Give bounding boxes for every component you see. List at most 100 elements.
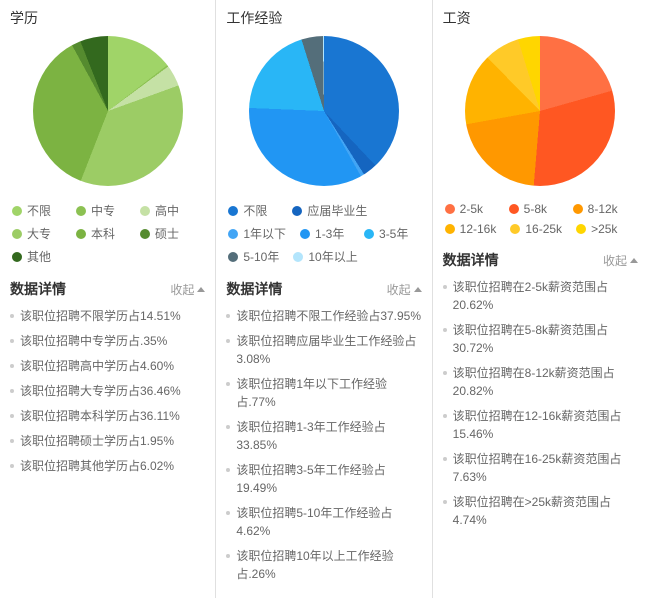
legend-label: 16-25k: [525, 222, 562, 236]
collapse-label: 收起: [170, 281, 194, 298]
legend-item[interactable]: 5-8k: [509, 202, 559, 216]
legend-label: 大专: [27, 225, 51, 242]
detail-list: 该职位招聘不限学历占14.51%该职位招聘中专学历占.35%该职位招聘高中学历占…: [10, 307, 205, 475]
detail-item: 该职位招聘硕士学历占1.95%: [10, 432, 205, 450]
details-header: 数据详情 收起: [226, 279, 421, 299]
dashboard-container: 学历不限中专高中大专本科硕士其他数据详情收起该职位招聘不限学历占14.51%该职…: [0, 0, 648, 598]
legend-swatch-icon: [576, 224, 586, 234]
panel-0: 学历不限中专高中大专本科硕士其他数据详情收起该职位招聘不限学历占14.51%该职…: [0, 0, 216, 598]
chart-wrap: [10, 36, 205, 186]
collapse-button[interactable]: 收起: [170, 281, 205, 298]
legend-swatch-icon: [300, 229, 310, 239]
legend-label: 1年以下: [243, 225, 286, 242]
legend-label: 其他: [27, 248, 51, 265]
pie-chart: [465, 36, 615, 186]
legend-label: 5-8k: [524, 202, 547, 216]
legend-swatch-icon: [293, 252, 303, 262]
legend-item[interactable]: 16-25k: [510, 222, 562, 236]
details-header: 数据详情 收起: [443, 250, 638, 270]
detail-item: 该职位招聘不限工作经验占37.95%: [226, 307, 421, 325]
detail-item: 该职位招聘本科学历占36.11%: [10, 407, 205, 425]
panel-2: 工资2-5k5-8k8-12k12-16k16-25k>25k数据详情收起该职位…: [433, 0, 648, 598]
legend-item[interactable]: 8-12k: [573, 202, 623, 216]
details-header: 数据详情 收起: [10, 279, 205, 299]
collapse-button[interactable]: 收起: [387, 281, 422, 298]
legend-item[interactable]: 2-5k: [445, 202, 495, 216]
legend-item[interactable]: 10年以上: [293, 248, 357, 265]
legend-item[interactable]: >25k: [576, 222, 626, 236]
legend-label: 12-16k: [460, 222, 497, 236]
legend-item[interactable]: 其他: [12, 248, 62, 265]
legend-item[interactable]: 应届毕业生: [292, 202, 367, 219]
detail-item: 该职位招聘5-10年工作经验占4.62%: [226, 504, 421, 540]
detail-list: 该职位招聘不限工作经验占37.95% 该职位招聘应届毕业生工作经验占3.08% 该职…: [226, 307, 421, 583]
detail-list: 该职位招聘在2-5k薪资范围占20.62%该职位招聘在5-8k薪资范围占30.7…: [443, 278, 638, 529]
legend-item[interactable]: 本科: [76, 225, 126, 242]
legend-label: 本科: [91, 225, 115, 242]
detail-item: 该职位招聘3-5年工作经验占19.49%: [226, 461, 421, 497]
legend-label: 硕士: [155, 225, 179, 242]
legend-label: 5-10年: [243, 248, 279, 265]
legend-item[interactable]: 1-3年: [300, 225, 350, 242]
legend-label: 不限: [27, 202, 51, 219]
details-title: 数据详情: [10, 279, 66, 299]
detail-item: 该职位招聘大专学历占36.46%: [10, 382, 205, 400]
detail-item: 该职位招聘在8-12k薪资范围占20.82%: [443, 364, 638, 400]
legend-item[interactable]: 3-5年: [364, 225, 414, 242]
legend-swatch-icon: [12, 252, 22, 262]
legend-swatch-icon: [573, 204, 583, 214]
panel-title: 工作经验: [226, 8, 421, 28]
pie-chart: [249, 36, 399, 186]
legend-swatch-icon: [76, 206, 86, 216]
details-title: 数据详情: [226, 279, 282, 299]
legend-swatch-icon: [76, 229, 86, 239]
legend-label: 10年以上: [308, 248, 357, 265]
collapse-label: 收起: [387, 281, 411, 298]
legend-item[interactable]: 大专: [12, 225, 62, 242]
legend-label: 2-5k: [460, 202, 483, 216]
legend: 不限 应届毕业生 1年以下 1-3年 3-5年 5-10年 10年以上: [226, 202, 421, 265]
legend-label: 应届毕业生: [307, 202, 367, 219]
details-title: 数据详情: [443, 250, 499, 270]
detail-item: 该职位招聘在>25k薪资范围占4.74%: [443, 493, 638, 529]
detail-item: 该职位招聘其他学历占6.02%: [10, 457, 205, 475]
legend-swatch-icon: [12, 229, 22, 239]
legend-swatch-icon: [292, 206, 302, 216]
chevron-up-icon: [197, 287, 205, 292]
legend-item[interactable]: 不限: [228, 202, 278, 219]
detail-item: 该职位招聘1-3年工作经验占33.85%: [226, 418, 421, 454]
collapse-button[interactable]: 收起: [603, 252, 638, 269]
legend-item[interactable]: 1年以下: [228, 225, 286, 242]
legend-label: 1-3年: [315, 225, 344, 242]
legend-swatch-icon: [140, 229, 150, 239]
legend-swatch-icon: [228, 252, 238, 262]
legend-label: 中专: [91, 202, 115, 219]
legend-item[interactable]: 硕士: [140, 225, 190, 242]
detail-item: 该职位招聘1年以下工作经验占.77%: [226, 375, 421, 411]
detail-item: 该职位招聘在16-25k薪资范围占7.63%: [443, 450, 638, 486]
detail-item: 该职位招聘在5-8k薪资范围占30.72%: [443, 321, 638, 357]
legend: 不限 中专 高中大专 本科 硕士其他: [10, 202, 205, 265]
legend-swatch-icon: [510, 224, 520, 234]
legend-item[interactable]: 5-10年: [228, 248, 279, 265]
detail-item: 该职位招聘应届毕业生工作经验占3.08%: [226, 332, 421, 368]
chart-wrap: [226, 36, 421, 186]
chevron-up-icon: [414, 287, 422, 292]
legend-item[interactable]: 不限: [12, 202, 62, 219]
legend-swatch-icon: [509, 204, 519, 214]
legend-swatch-icon: [12, 206, 22, 216]
detail-item: 该职位招聘在12-16k薪资范围占15.46%: [443, 407, 638, 443]
legend-item[interactable]: 中专: [76, 202, 126, 219]
legend-swatch-icon: [445, 224, 455, 234]
legend-label: 3-5年: [379, 225, 408, 242]
panel-title: 学历: [10, 8, 205, 28]
legend-label: 不限: [243, 202, 267, 219]
legend-item[interactable]: 12-16k: [445, 222, 497, 236]
legend-item[interactable]: 高中: [140, 202, 190, 219]
legend-label: >25k: [591, 222, 617, 236]
legend-swatch-icon: [445, 204, 455, 214]
detail-item: 该职位招聘不限学历占14.51%: [10, 307, 205, 325]
legend-label: 8-12k: [588, 202, 618, 216]
legend-swatch-icon: [364, 229, 374, 239]
panel-1: 工作经验不限 应届毕业生 1年以下 1-3年 3-5年 5-10年 10年以上数据详情 收起该…: [216, 0, 432, 598]
